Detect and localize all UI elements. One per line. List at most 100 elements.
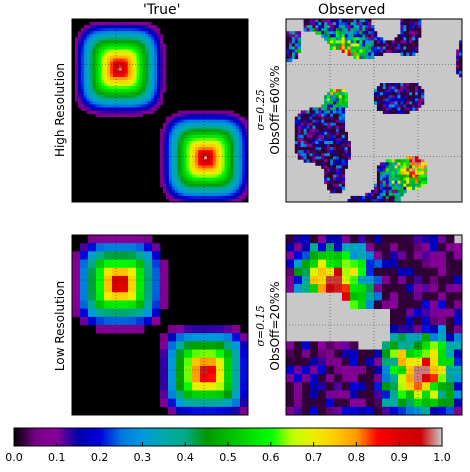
cell [136,300,145,310]
cell [406,382,415,391]
colorbar-segment [230,428,233,446]
cell [208,374,217,383]
cell [321,159,325,163]
cell [189,180,193,185]
cell [347,31,351,35]
cell [151,95,155,99]
cell [136,104,140,108]
cell [245,153,249,157]
cell [388,186,392,191]
cell [151,31,155,35]
cell [341,186,346,191]
cell [306,153,310,157]
cell [212,150,217,154]
cell [88,300,97,310]
cell [224,125,228,130]
cell [388,192,392,197]
cell [154,31,158,35]
cell [335,180,340,185]
cell [334,251,343,260]
cell [418,95,422,99]
cell [302,267,311,277]
cell [116,76,120,81]
cell [338,92,343,96]
cell [192,168,196,172]
cell [215,186,220,191]
cell [400,22,404,26]
cell [385,107,390,111]
cell [162,61,167,66]
cell [171,122,176,127]
cell [379,180,384,185]
cell [89,104,93,108]
cell [335,40,340,44]
cell [412,162,416,166]
cell [303,137,307,142]
cell [309,113,313,117]
cell [144,259,153,269]
cell [341,125,346,130]
cell [139,43,143,47]
cell [332,89,337,93]
cell [165,168,170,172]
cell [422,308,431,318]
cell [95,83,99,87]
cell [107,40,111,44]
cell [101,64,105,69]
cell [139,31,143,35]
cell [233,134,237,139]
cell [430,349,439,359]
colorbar-segment [142,428,146,446]
cell [302,382,311,391]
cell [116,25,120,29]
cell [110,107,114,111]
cell [303,134,307,139]
cell [379,40,384,44]
cell [330,177,334,182]
cell [86,43,90,47]
cell [438,357,447,367]
colorbar-segment [262,428,265,446]
cell [420,174,425,178]
cell [195,189,199,194]
cell [338,125,343,130]
cell [358,259,367,269]
cell [400,37,404,41]
cell [121,28,126,32]
cell [151,104,155,108]
cell [294,398,303,408]
cell [195,110,199,114]
cell [230,110,234,114]
cell [92,46,96,50]
cell [189,165,193,169]
cell [192,174,196,178]
cell [239,162,243,166]
cell [209,192,214,197]
cell [80,98,85,102]
cell [186,165,190,169]
cell [130,113,134,117]
cell [165,174,170,178]
cell [104,89,108,93]
colorbar-segment [39,428,43,446]
cell [113,104,117,108]
cell [116,61,120,66]
cell [209,195,214,200]
cell [341,46,346,50]
cell [212,177,217,182]
cell [171,128,176,133]
colorbar-segment [322,428,325,446]
cell [303,125,307,130]
cell [350,341,359,350]
cell [288,58,293,63]
cell [162,83,167,87]
cell [180,177,184,182]
cell [362,28,366,32]
cell [422,316,431,326]
cell [89,110,93,114]
cell [95,70,99,75]
cell [388,189,392,194]
cell [186,177,190,182]
cell [136,64,140,69]
cell [180,150,184,154]
